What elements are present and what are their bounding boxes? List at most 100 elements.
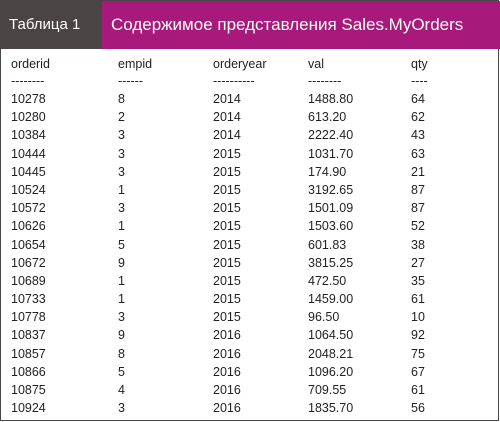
cell-empid: 1 (118, 182, 125, 197)
table-number-label: Таблица 1 (1, 1, 102, 49)
cell-orderid: 10733 (11, 292, 46, 307)
cell-qty: 38 (411, 237, 425, 252)
cell-qty: 61 (411, 383, 425, 397)
cell-orderyear: 2015 (213, 219, 241, 234)
separator-qty: ---- (411, 74, 428, 88)
cell-orderid: 10445 (11, 164, 46, 179)
cell-orderyear: 2016 (213, 401, 241, 416)
cell-val: 601.83 (308, 237, 347, 252)
cell-orderyear: 2015 (213, 255, 241, 270)
query-result-table: orderid empid orderyear val qty --------… (11, 55, 491, 417)
separator-empid: ------ (118, 74, 143, 88)
cell-empid: 9 (118, 255, 125, 270)
cell-orderyear: 2015 (213, 273, 241, 288)
cell-qty: 87 (411, 201, 425, 216)
cell-val: 174.90 (308, 164, 347, 179)
cell-empid: 5 (118, 364, 125, 379)
cell-empid: 3 (118, 401, 125, 416)
cell-qty: 62 (411, 110, 425, 125)
cell-val: 709.55 (308, 383, 347, 397)
cell-empid: 5 (118, 237, 125, 252)
cell-orderid: 10572 (11, 201, 46, 216)
cell-val: 613.20 (308, 110, 347, 125)
column-header-row: orderid empid orderyear val qty (11, 55, 491, 74)
cell-orderid: 10778 (11, 310, 46, 325)
table-row: 10733 1 2015 1459.00 61 (11, 290, 491, 308)
cell-orderyear: 2016 (213, 364, 241, 379)
cell-orderyear: 2015 (213, 237, 241, 252)
cell-empid: 1 (118, 219, 125, 234)
cell-empid: 3 (118, 128, 125, 143)
cell-empid: 3 (118, 201, 125, 216)
table-row: 10837 9 2016 1064.50 92 (11, 326, 491, 344)
cell-orderid: 10524 (11, 182, 46, 197)
cell-orderid: 10672 (11, 255, 46, 270)
cell-qty: 61 (411, 292, 425, 307)
cell-val: 2048.21 (308, 346, 354, 361)
cell-orderid: 10278 (11, 92, 46, 106)
cell-qty: 35 (411, 273, 425, 288)
cell-orderyear: 2016 (213, 383, 241, 397)
table-row: 10857 8 2016 2048.21 75 (11, 345, 491, 363)
table-row: 10280 2 2014 613.20 62 (11, 108, 491, 126)
table-row: 10654 5 2015 601.83 38 (11, 236, 491, 254)
cell-orderyear: 2015 (213, 146, 241, 161)
cell-empid: 1 (118, 273, 125, 288)
table-title: Содержимое представления Sales.MyOrders (102, 1, 500, 49)
cell-val: 96.50 (308, 310, 340, 325)
cell-orderyear: 2015 (213, 164, 241, 179)
cell-orderid: 10875 (11, 383, 46, 397)
cell-orderid: 10837 (11, 328, 46, 343)
cell-orderyear: 2016 (213, 346, 241, 361)
table-row: 10778 3 2015 96.50 10 (11, 308, 491, 326)
cell-orderid: 10444 (11, 146, 46, 161)
cell-qty: 87 (411, 182, 425, 197)
cell-orderyear: 2014 (213, 128, 241, 143)
cell-orderyear: 2015 (213, 201, 241, 216)
cell-empid: 8 (118, 346, 125, 361)
cell-empid: 4 (118, 383, 125, 397)
cell-qty: 92 (411, 328, 425, 343)
cell-orderyear: 2015 (213, 310, 241, 325)
cell-val: 3192.65 (308, 182, 354, 197)
table-header: Таблица 1 Содержимое представления Sales… (1, 1, 500, 49)
column-header-empid: empid (118, 57, 153, 71)
cell-val: 1501.09 (308, 201, 354, 216)
cell-qty: 52 (411, 219, 425, 234)
separator-orderid: -------- (11, 74, 45, 88)
cell-orderid: 10626 (11, 219, 46, 234)
table-row: 10524 1 2015 3192.65 87 (11, 181, 491, 199)
table-row: 10689 1 2015 472.50 35 (11, 272, 491, 290)
cell-val: 2222.40 (308, 128, 354, 143)
table-row: 10445 3 2015 174.90 21 (11, 163, 491, 181)
cell-qty: 10 (411, 310, 425, 325)
column-header-orderid: orderid (11, 57, 50, 71)
cell-orderyear: 2016 (213, 328, 241, 343)
separator-orderyear: ---------- (213, 74, 255, 88)
cell-orderid: 10866 (11, 364, 46, 379)
column-header-orderyear: orderyear (213, 57, 267, 71)
cell-orderid: 10857 (11, 346, 46, 361)
cell-empid: 1 (118, 292, 125, 307)
cell-qty: 64 (411, 92, 425, 106)
table-row: 10875 4 2016 709.55 61 (11, 381, 491, 399)
separator-val: -------- (308, 74, 342, 88)
cell-val: 472.50 (308, 273, 347, 288)
cell-empid: 3 (118, 310, 125, 325)
cell-empid: 3 (118, 146, 125, 161)
table-body: 10278 8 2014 1488.80 64 10280 2 2014 613.20 62 103… (11, 90, 491, 417)
table-row: 10444 3 2015 1031.70 63 (11, 145, 491, 163)
table-row: 10866 5 2016 1096.20 67 (11, 363, 491, 381)
cell-val: 3815.25 (308, 255, 354, 270)
table-row: 10572 3 2015 1501.09 87 (11, 199, 491, 217)
cell-val: 1835.70 (308, 401, 354, 416)
cell-empid: 3 (118, 164, 125, 179)
table-row: 10278 8 2014 1488.80 64 (11, 90, 491, 108)
column-separator-row: -------- ------ ---------- -------- ---- (11, 74, 491, 90)
cell-qty: 56 (411, 401, 425, 416)
cell-qty: 63 (411, 146, 425, 161)
cell-val: 1064.50 (308, 328, 354, 343)
cell-orderyear: 2014 (213, 110, 241, 125)
column-header-val: val (308, 57, 324, 71)
